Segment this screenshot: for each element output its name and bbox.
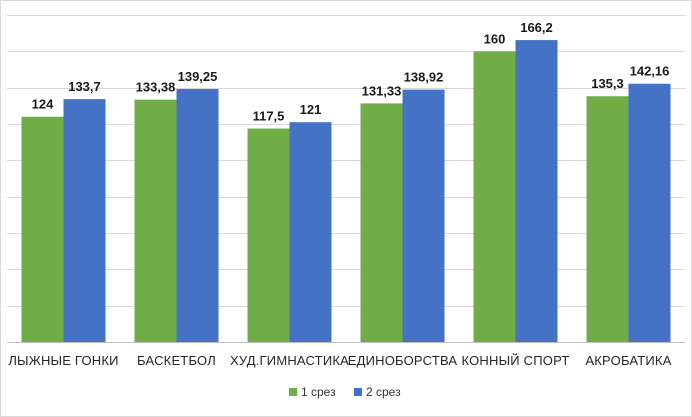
category-label: ЕДИНОБОРСТВА: [348, 353, 458, 368]
bar-1-3: [247, 128, 290, 342]
category-label: АКРОБАТИКА: [585, 353, 671, 368]
data-label-2-5: 166,2: [520, 20, 553, 35]
legend-label: 1 срез: [301, 385, 336, 399]
bar-2-4: [402, 89, 445, 343]
bar-1-1: [21, 116, 64, 342]
bar-1-2: [134, 99, 177, 343]
category-label: БАСКЕТБОЛ: [137, 353, 216, 368]
bar-2-3: [289, 122, 332, 342]
bar-1-6: [586, 96, 629, 342]
bar-2-5: [515, 40, 558, 342]
bar-2-1: [63, 99, 106, 342]
data-label-1-2: 133,38: [136, 80, 176, 95]
legend-swatch: [354, 388, 362, 396]
data-label-2-2: 139,25: [178, 69, 218, 84]
bar-2-6: [628, 83, 671, 342]
bar-1-5: [473, 51, 516, 342]
data-label-1-5: 160: [484, 31, 506, 46]
legend-label: 2 срез: [366, 385, 401, 399]
data-label-1-1: 124: [32, 97, 54, 112]
data-label-2-3: 121: [300, 102, 322, 117]
data-label-2-6: 142,16: [630, 64, 670, 79]
data-label-1-3: 117,5: [253, 109, 285, 124]
data-label-2-4: 138,92: [404, 70, 444, 85]
data-label-2-1: 133,7: [68, 79, 101, 94]
legend-swatch: [289, 388, 297, 396]
data-label-1-4: 131,33: [362, 83, 402, 98]
data-label-1-6: 135,3: [591, 76, 624, 91]
bar-1-4: [360, 103, 403, 342]
category-label: ЛЫЖНЫЕ ГОНКИ: [8, 353, 118, 368]
category-label: КОННЫЙ СПОРТ: [461, 353, 569, 368]
bar-2-2: [176, 89, 219, 342]
category-label: ХУД.ГИМНАСТИКА: [230, 353, 349, 368]
